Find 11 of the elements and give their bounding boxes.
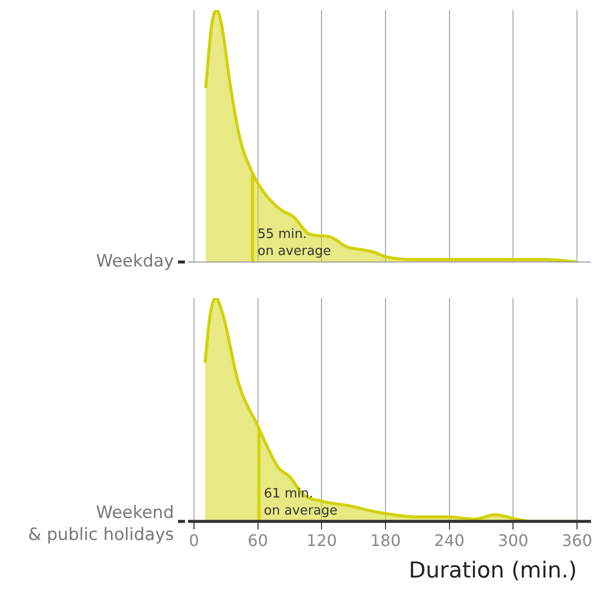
x-tick-label: 300 <box>498 531 528 550</box>
x-tick-label: 180 <box>370 531 401 550</box>
series-label: Weekend & public holidays <box>28 502 174 545</box>
x-axis-title: Duration (min.) <box>408 558 577 584</box>
x-tick-label: 0 <box>188 531 200 550</box>
x-tick-label: 60 <box>248 531 268 550</box>
series-label: Weekday <box>96 251 174 272</box>
ref-line-label: 55 min. on average <box>258 227 332 259</box>
x-tick-label: 360 <box>562 531 592 550</box>
x-tick-label: 120 <box>306 531 337 550</box>
x-tick-label: 240 <box>434 531 465 550</box>
